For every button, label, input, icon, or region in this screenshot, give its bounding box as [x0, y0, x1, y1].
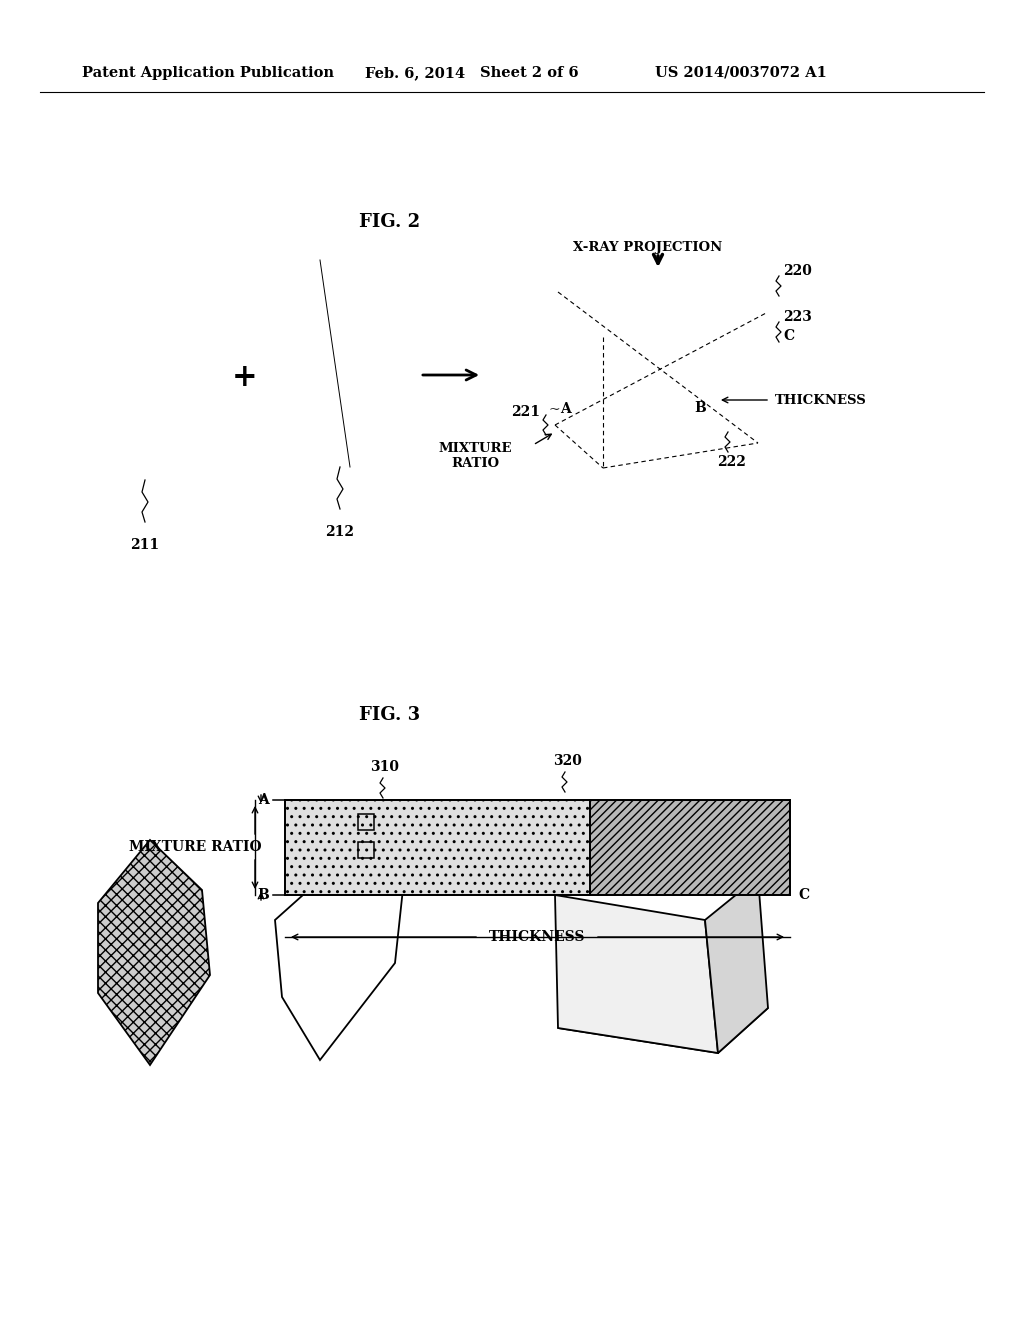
Text: +: +	[232, 363, 258, 393]
Bar	[285, 800, 590, 895]
Text: Feb. 6, 2014: Feb. 6, 2014	[365, 66, 465, 81]
Bar	[358, 814, 374, 830]
Text: A: A	[258, 793, 269, 807]
Text: 211: 211	[130, 539, 160, 552]
Text: FIG. 2: FIG. 2	[359, 213, 421, 231]
Text: Patent Application Publication: Patent Application Publication	[82, 66, 334, 81]
Text: 310: 310	[371, 760, 399, 774]
Text: MIXTURE RATIO: MIXTURE RATIO	[129, 840, 261, 854]
Text: B: B	[694, 401, 706, 414]
Polygon shape	[275, 853, 406, 1060]
Text: C: C	[783, 329, 795, 343]
Polygon shape	[98, 840, 210, 1065]
Text: 222: 222	[718, 455, 746, 469]
Text: THICKNESS: THICKNESS	[488, 931, 586, 944]
Text: ~: ~	[549, 403, 560, 417]
Text: US 2014/0037072 A1: US 2014/0037072 A1	[655, 66, 826, 81]
Text: C: C	[798, 888, 809, 902]
Bar	[358, 842, 374, 858]
Polygon shape	[705, 876, 768, 1053]
Text: 221: 221	[511, 405, 540, 418]
Text: FIG. 3: FIG. 3	[359, 706, 421, 723]
Text: THICKNESS: THICKNESS	[775, 393, 866, 407]
Text: B: B	[257, 888, 269, 902]
Text: Sheet 2 of 6: Sheet 2 of 6	[480, 66, 579, 81]
Polygon shape	[555, 895, 718, 1053]
Text: 223: 223	[783, 310, 812, 323]
Polygon shape	[558, 983, 768, 1053]
Text: A: A	[560, 403, 570, 416]
Text: MIXTURE
RATIO: MIXTURE RATIO	[438, 442, 512, 470]
Text: 220: 220	[783, 264, 812, 279]
Text: 212: 212	[326, 525, 354, 539]
Text: 320: 320	[553, 754, 582, 768]
Bar	[590, 800, 790, 895]
Text: X-RAY PROJECTION: X-RAY PROJECTION	[573, 242, 723, 255]
